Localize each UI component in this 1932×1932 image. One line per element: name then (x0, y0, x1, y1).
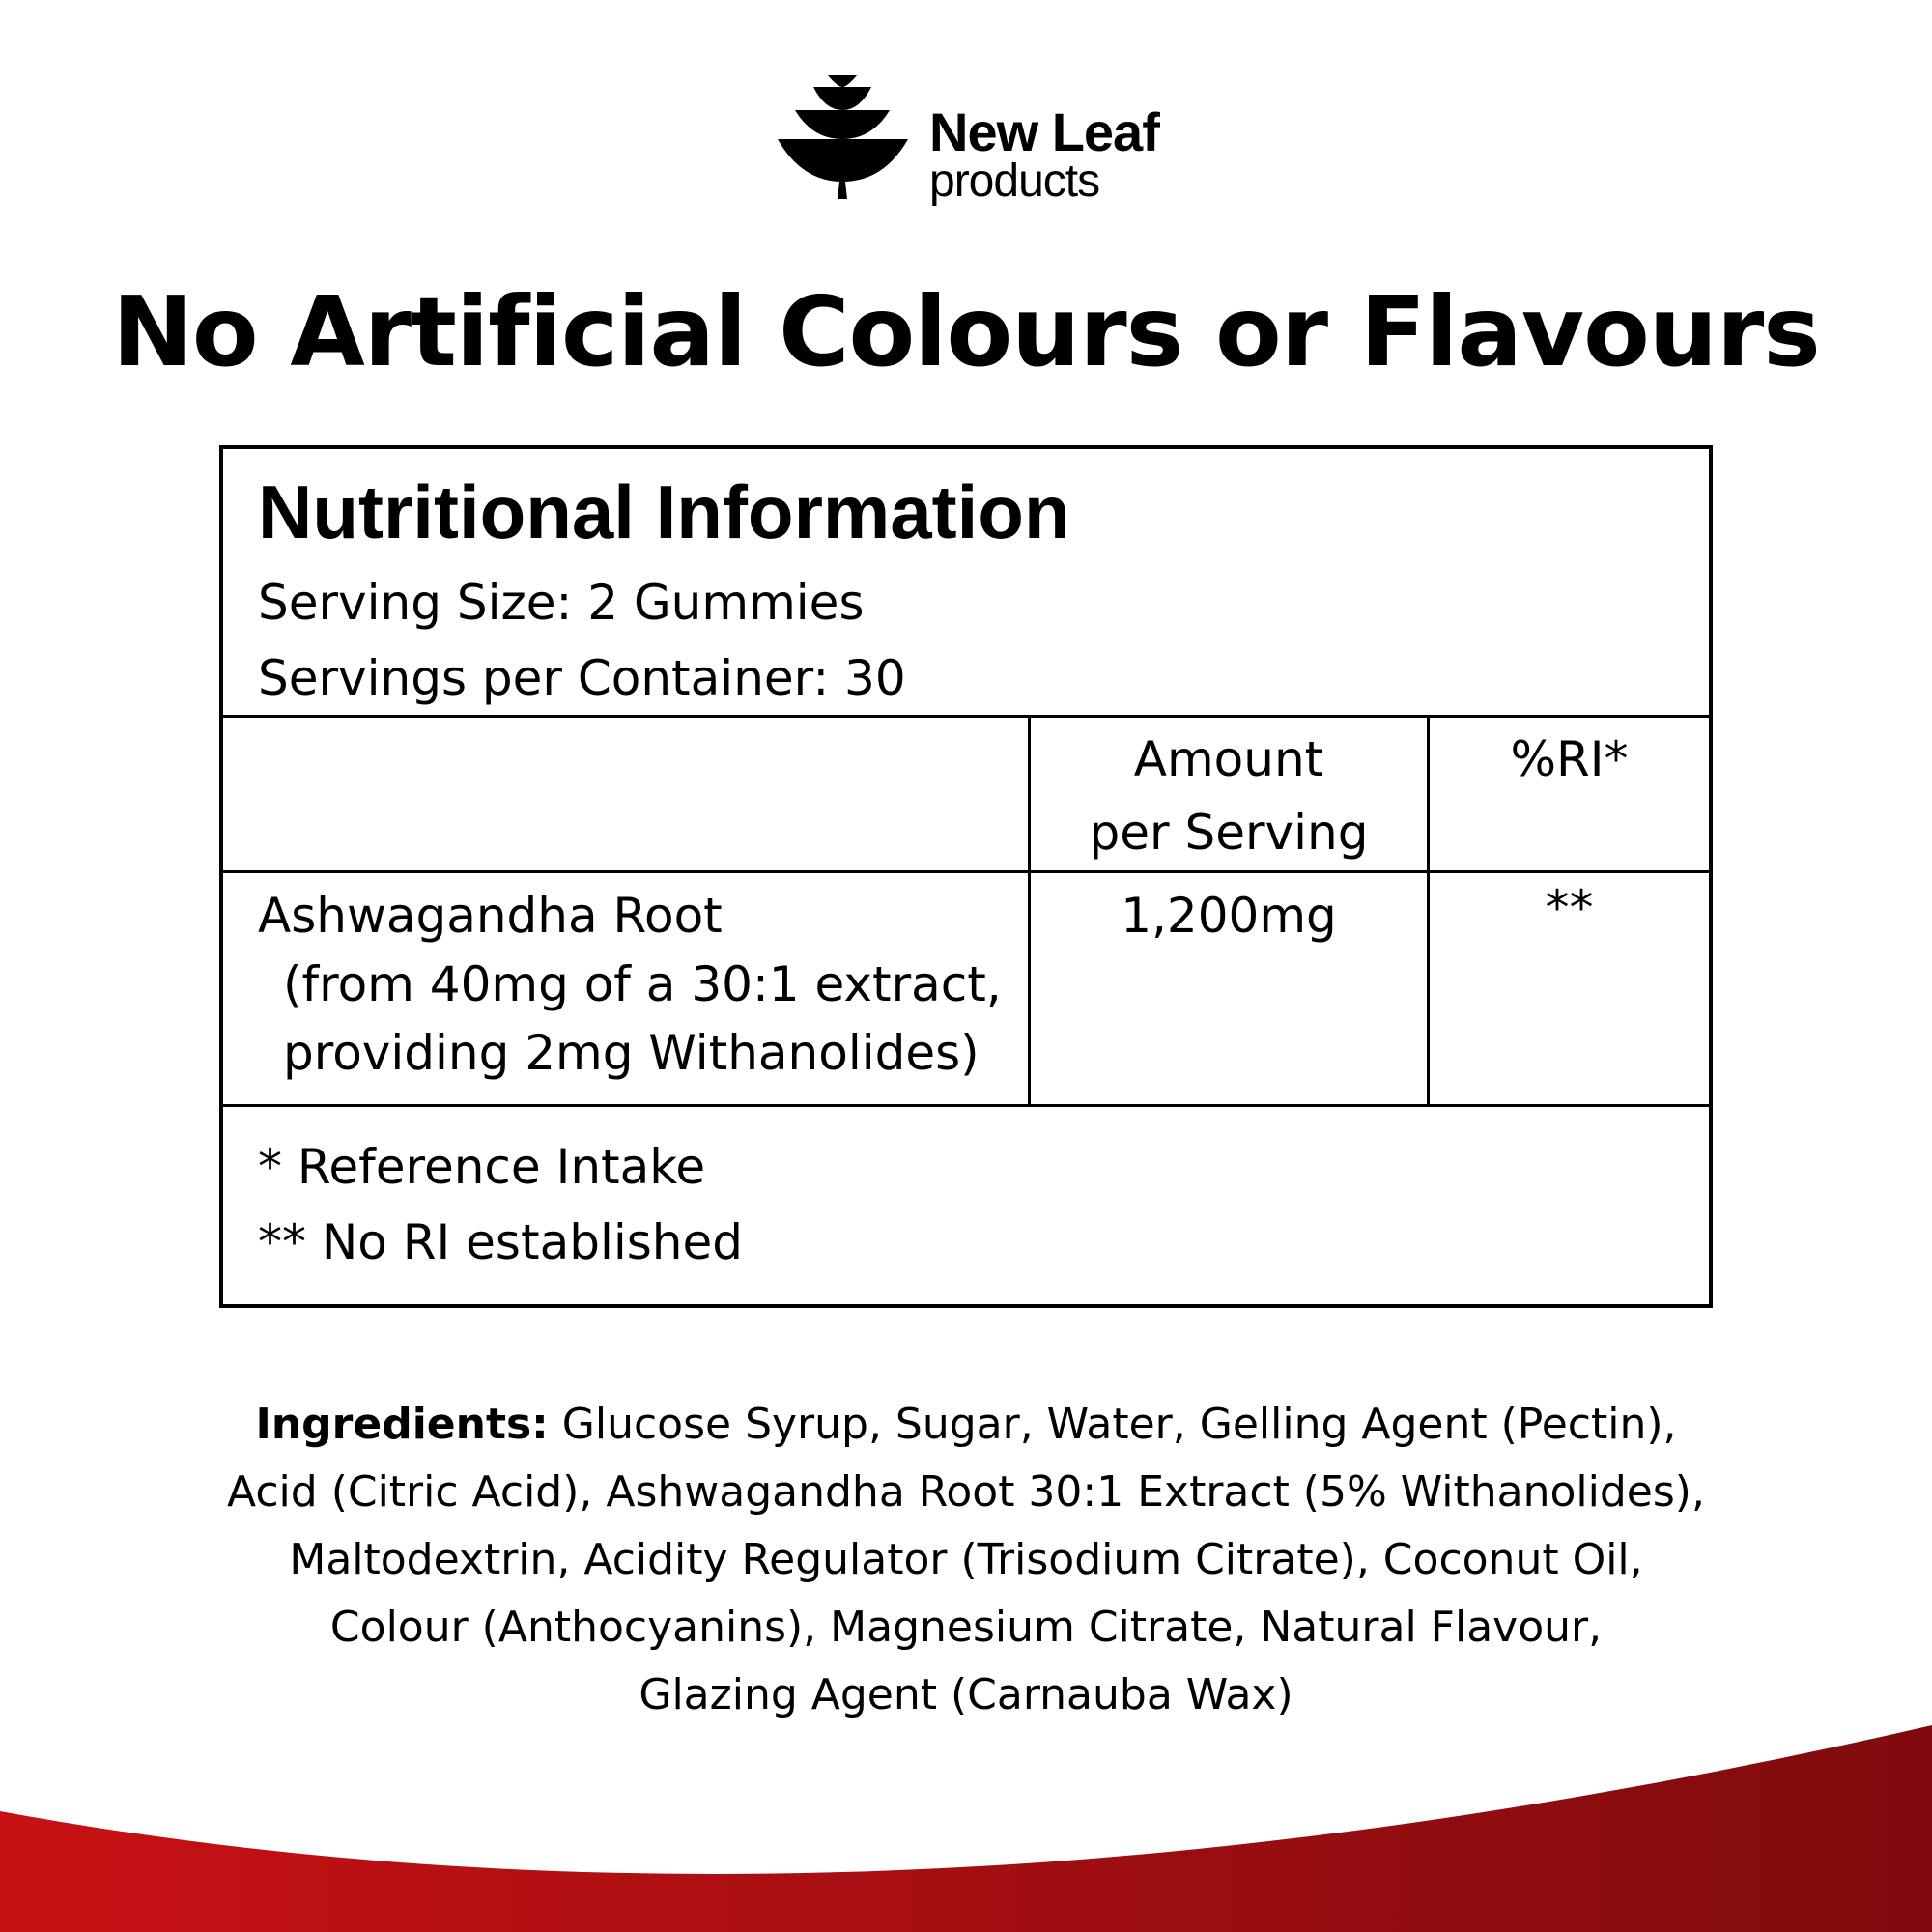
ingredient-name: Ashwagandha Root (258, 888, 723, 944)
headline: No Artificial Colours or Flavours (112, 275, 1821, 388)
brand-name: New Leaf (929, 101, 1160, 162)
divider (223, 1104, 1709, 1107)
divider (223, 715, 1709, 718)
serving-size: Serving Size: 2 Gummies (258, 575, 865, 631)
column-divider (1427, 715, 1430, 1104)
ingredients-line: Glazing Agent (Carnauba Wax) (639, 1670, 1293, 1719)
servings-per-container: Servings per Container: 30 (258, 650, 906, 706)
logo-icon (778, 75, 908, 199)
divider (223, 870, 1709, 873)
ingredients-text: Ingredients: Glucose Syrup, Sugar, Water… (145, 1391, 1787, 1729)
ingredients-label: Ingredients: (255, 1400, 549, 1449)
ri-value: ** (1545, 880, 1594, 936)
amount-value: 1,200mg (1121, 888, 1337, 944)
ingredients-line: Glucose Syrup, Sugar, Water, Gelling Age… (548, 1400, 1677, 1449)
nutrition-table: Nutritional Information Serving Size: 2 … (219, 445, 1713, 1308)
amount-header: Amount (1133, 731, 1324, 787)
ingredients-line: Maltodextrin, Acidity Regulator (Trisodi… (289, 1535, 1643, 1584)
column-divider (1028, 715, 1031, 1104)
ingredient-detail: (from 40mg of a 30:1 extract, (283, 956, 1002, 1012)
ingredient-detail: providing 2mg Withanolides) (283, 1025, 980, 1081)
amount-header-line2: per Serving (1089, 805, 1369, 861)
nutrition-title: Nutritional Information (258, 469, 1070, 554)
footnote: ** No RI established (258, 1214, 743, 1270)
ingredients-line: Colour (Anthocyanins), Magnesium Citrate… (329, 1603, 1603, 1652)
footnote: * Reference Intake (258, 1139, 706, 1195)
ingredients-line: Acid (Citric Acid), Ashwagandha Root 30:… (227, 1467, 1705, 1517)
brand-subtitle: products (929, 156, 1100, 207)
ri-header: %RI* (1510, 731, 1629, 787)
